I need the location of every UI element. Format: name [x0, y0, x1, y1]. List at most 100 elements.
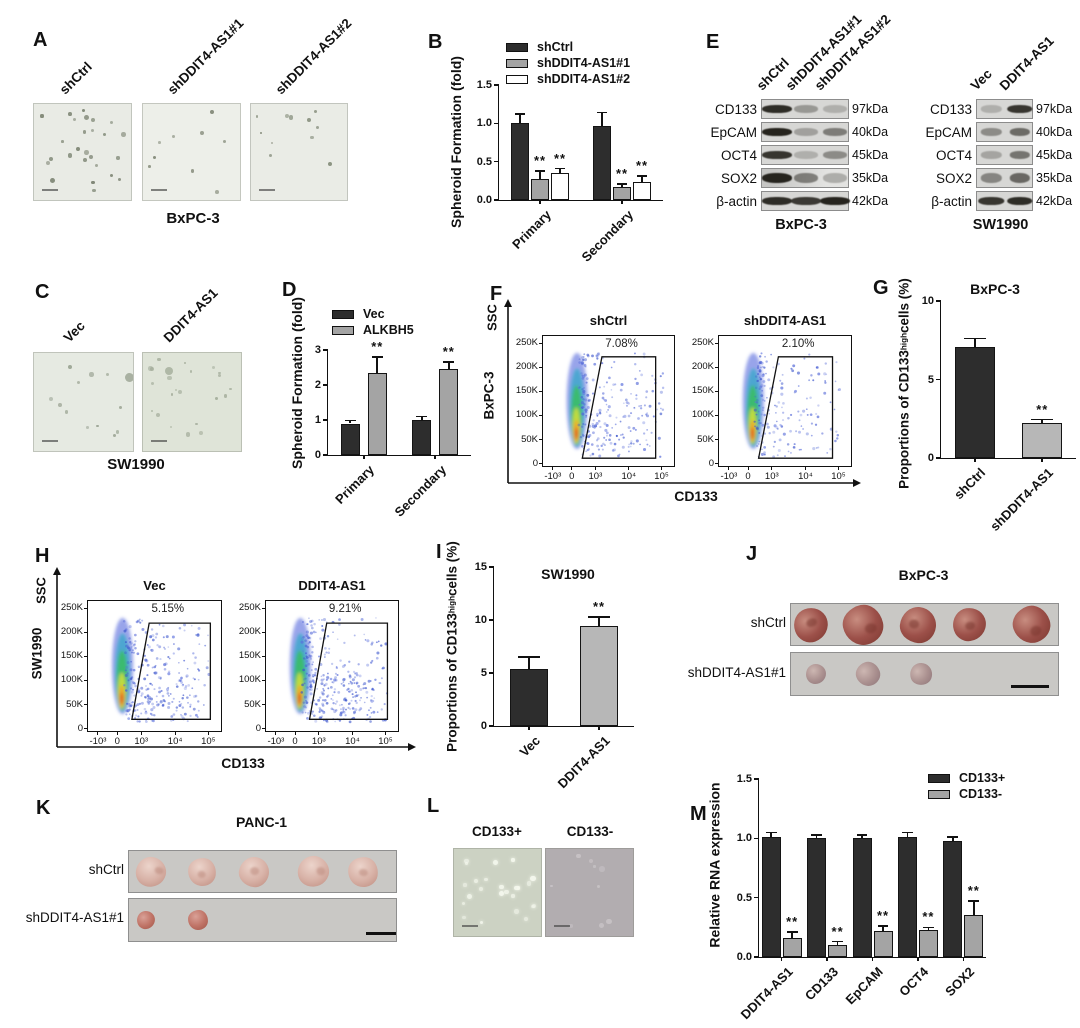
error-bar-cap	[786, 931, 798, 933]
microscopy-image	[142, 352, 242, 452]
flow-x-tick-label: -10³	[544, 471, 562, 482]
cell-spheroid-dot	[113, 434, 117, 438]
cell-spheroid-dot	[464, 858, 470, 864]
bar	[918, 929, 938, 957]
tumor-row-image	[128, 898, 397, 942]
flow-scatter	[566, 352, 665, 466]
panel-b-label: B	[428, 31, 443, 53]
flow-scatter	[742, 352, 841, 466]
flow-y-tick-label: 150K	[515, 385, 538, 397]
error-bar	[559, 168, 561, 174]
blot-cellline-title: SW1990	[972, 217, 1029, 233]
legend-swatch	[506, 75, 528, 84]
cell-spheroid-dot	[89, 155, 94, 160]
tumor-specimen	[135, 909, 157, 931]
cell-spheroid-dot	[212, 366, 216, 370]
tumor-texture-spot	[963, 621, 975, 631]
blot-band-box	[761, 99, 849, 119]
significance-stars: **	[635, 158, 649, 174]
panel-k-row-label: shDDIT4-AS1#1	[25, 910, 124, 925]
blot-band	[791, 197, 821, 205]
flow-x-tick-label: 0	[745, 471, 751, 482]
tumor-texture-spot	[907, 618, 920, 630]
cell-spheroid-dot	[461, 915, 466, 920]
panel-k-row-label: shCtrl	[88, 862, 124, 877]
flow-plot-title: Vec	[143, 578, 166, 593]
flow-y-tick-label: 150K	[60, 650, 83, 662]
microscopy-image	[545, 848, 634, 937]
y-tick-label: 2	[314, 379, 321, 391]
error-bar-cap	[765, 831, 777, 834]
blot-band-box	[976, 168, 1033, 188]
tumor-row-image	[128, 850, 397, 893]
flow-y-tick-label: 150K	[691, 385, 714, 397]
panel-i-label: I	[436, 541, 442, 563]
x-tick-mark	[962, 957, 965, 961]
cell-spheroid-dot	[174, 388, 178, 392]
cell-spheroid-dot	[310, 135, 314, 140]
error-bar-cap	[947, 836, 959, 838]
blot-kda-label: 45kDa	[1036, 148, 1073, 162]
y-tick-mark	[323, 419, 328, 421]
cell-spheroid-dot	[313, 109, 317, 113]
flow-x-tick-mark	[207, 731, 209, 735]
panel-c-col-label: Vec	[60, 318, 88, 346]
blot-band-box	[976, 99, 1033, 119]
panel-a-col-label: shCtrl	[56, 59, 95, 98]
cell-spheroid-dot	[186, 432, 191, 437]
flow-y-tick-label: 0	[708, 457, 714, 469]
error-bar	[1041, 419, 1044, 424]
panel-a-col-label: shDDIT4-AS1#2	[272, 15, 355, 98]
cell-spheroid-dot	[195, 422, 199, 426]
blot-band	[823, 173, 848, 183]
panel-l-col-label: CD133+	[472, 824, 522, 839]
cell-spheroid-dot	[50, 177, 56, 183]
flow-x-tick-mark	[661, 466, 663, 470]
tumor-specimen	[1007, 600, 1055, 649]
legend-label: shDDIT4-AS1#2	[537, 72, 631, 86]
cell-spheroid-dot	[58, 403, 62, 407]
error-bar-cap	[518, 656, 540, 658]
y-tick-label: 0.0	[476, 194, 492, 206]
flow-x-tick-mark	[728, 466, 730, 470]
cell-spheroid-dot	[526, 881, 532, 886]
flow-x-tick-label: 10³	[134, 736, 149, 747]
flow-x-tick-label: 10⁵	[654, 471, 669, 482]
blot-band	[761, 173, 792, 183]
flow-gate	[582, 357, 655, 458]
flow-x-tick-mark	[294, 731, 296, 735]
flow-x-tick-mark	[594, 466, 596, 470]
cell-spheroid-dot	[109, 174, 114, 178]
cell-spheroid-dot	[474, 878, 478, 883]
flow-x-tick-label: 10⁵	[831, 471, 846, 482]
flow-y-tick-mark	[715, 463, 719, 465]
y-tick-label: 0	[927, 452, 934, 464]
y-tick-label: 0.5	[476, 155, 492, 168]
cell-spheroid-dot	[285, 113, 290, 118]
legend-item: CD133+	[928, 772, 1005, 785]
significance-stars: **	[786, 914, 799, 930]
error-bar-cap	[416, 415, 428, 418]
error-bar-cap	[588, 616, 610, 618]
blot-band	[761, 151, 792, 159]
panel-m-label: M	[690, 803, 707, 825]
error-bar	[598, 616, 600, 627]
panel-e-label: E	[706, 31, 720, 53]
error-bar	[447, 362, 450, 370]
blot-band	[794, 173, 818, 183]
legend-swatch	[506, 59, 528, 68]
flow-x-tick-label: 10³	[588, 471, 603, 482]
x-tick-mark	[621, 200, 623, 204]
cell-spheroid-dot	[105, 372, 110, 377]
legend-swatch	[928, 790, 950, 799]
blot-band	[981, 128, 1002, 136]
cell-spheroid-dot	[576, 853, 581, 859]
bar	[510, 668, 548, 726]
blot-row: β-actin 42kDa	[908, 191, 1078, 211]
significance-stars: **	[967, 883, 980, 899]
tumor-texture-spot	[864, 621, 879, 635]
flow-x-tick-mark	[116, 731, 118, 735]
legend-item: CD133-	[928, 788, 1005, 801]
y-tick-mark	[494, 122, 499, 125]
blot-band-box	[761, 145, 849, 165]
